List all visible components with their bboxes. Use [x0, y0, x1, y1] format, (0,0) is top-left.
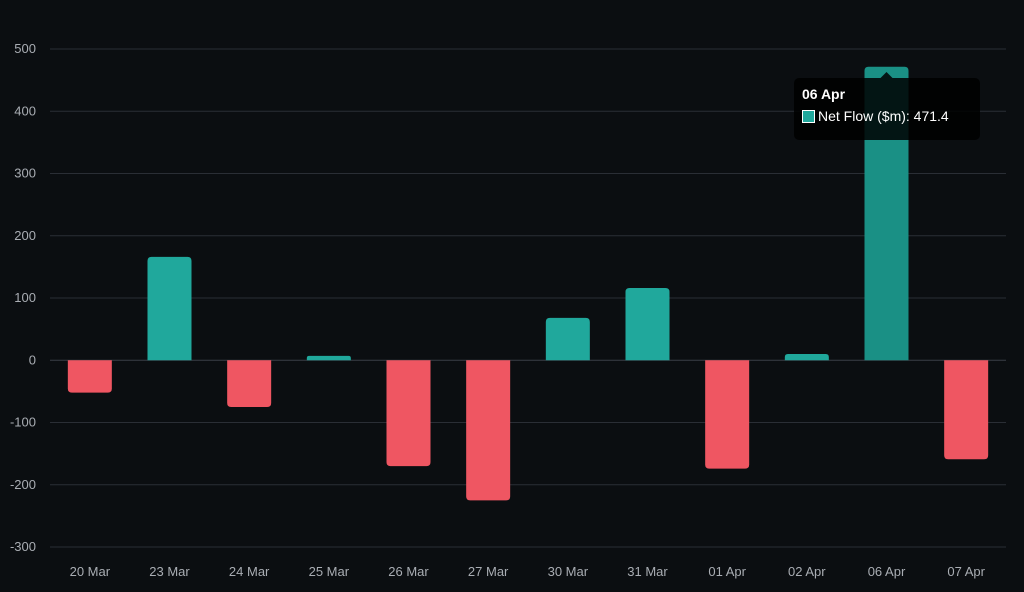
y-tick-label: 0 — [29, 352, 36, 367]
x-tick-label: 20 Mar — [70, 564, 111, 579]
bar-27-mar — [466, 360, 511, 501]
bar-07-apr — [944, 360, 989, 460]
bar-02-apr — [784, 354, 829, 361]
bar-31-mar — [625, 288, 670, 361]
y-tick-label: 300 — [14, 166, 36, 181]
bar-01-apr — [705, 360, 750, 469]
bar-20-mar — [67, 360, 112, 393]
y-tick-label: -200 — [10, 477, 36, 492]
y-tick-label: -100 — [10, 415, 36, 430]
x-tick-label: 25 Mar — [309, 564, 350, 579]
y-tick-label: 400 — [14, 103, 36, 118]
bar-06-apr — [864, 66, 909, 361]
x-tick-label: 26 Mar — [388, 564, 429, 579]
bar-30-mar — [545, 317, 590, 361]
x-tick-label: 01 Apr — [708, 564, 746, 579]
tooltip-caret — [880, 72, 893, 78]
x-tick-label: 07 Apr — [947, 564, 985, 579]
tooltip-label: Net Flow ($m): 471.4 — [818, 108, 949, 124]
bar-23-mar — [147, 256, 192, 361]
bar-26-mar — [386, 360, 431, 467]
bar-25-mar — [306, 355, 351, 361]
y-tick-label: -300 — [10, 539, 36, 554]
bar-24-mar — [227, 360, 272, 407]
tooltip: 06 Apr Net Flow ($m): 471.4 — [794, 78, 980, 140]
y-tick-label: 100 — [14, 290, 36, 305]
tooltip-title: 06 Apr — [802, 86, 846, 102]
x-tick-label: 02 Apr — [788, 564, 826, 579]
x-tick-label: 27 Mar — [468, 564, 509, 579]
x-tick-label: 06 Apr — [868, 564, 906, 579]
tooltip-swatch — [802, 109, 815, 123]
x-tick-label: 31 Mar — [627, 564, 668, 579]
x-tick-label: 23 Mar — [149, 564, 190, 579]
x-tick-label: 30 Mar — [548, 564, 589, 579]
x-tick-label: 24 Mar — [229, 564, 270, 579]
y-tick-label: 500 — [14, 41, 36, 56]
y-tick-label: 200 — [14, 228, 36, 243]
